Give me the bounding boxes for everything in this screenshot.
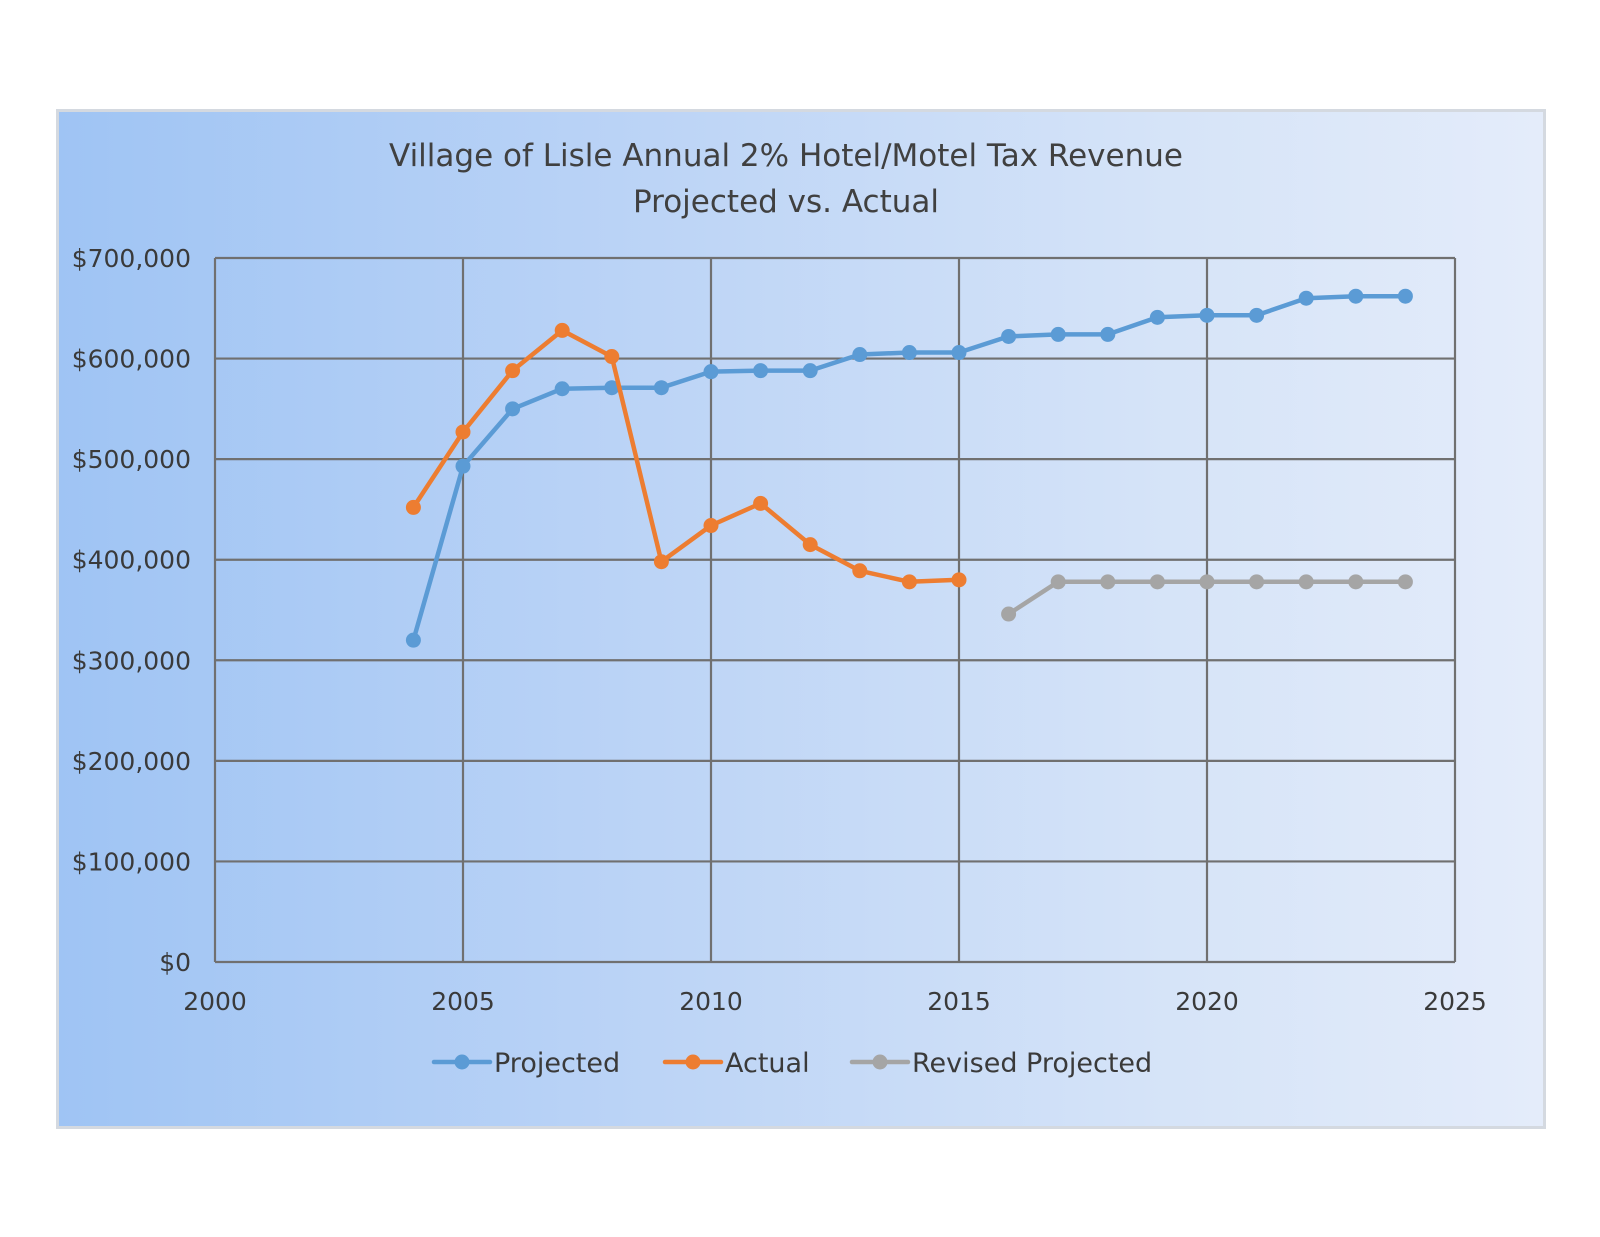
data-point-projected	[604, 380, 620, 396]
chart-svg: Village of Lisle Annual 2% Hotel/Motel T…	[72, 138, 1487, 1079]
data-point-revised-projected	[1149, 574, 1165, 590]
data-point-actual	[505, 363, 521, 379]
y-axis-ticks: $0 $100,000 $200,000 $300,000 $400,000 $500,0…	[72, 244, 191, 977]
x-axis-ticks: 2000 2005 2010 2015 2020 2025	[183, 987, 1487, 1016]
data-point-projected	[1249, 307, 1265, 323]
data-point-actual	[455, 424, 471, 440]
x-tick-label: 2010	[679, 987, 743, 1016]
data-point-projected	[1001, 328, 1017, 344]
y-tick-label: $500,000	[72, 445, 191, 474]
y-tick-label: $0	[159, 948, 191, 977]
y-tick-label: $400,000	[72, 546, 191, 575]
data-point-projected	[653, 380, 669, 396]
data-point-projected	[1050, 326, 1066, 342]
data-point-actual	[405, 499, 421, 515]
legend-label-actual: Actual	[725, 1048, 810, 1079]
data-point-projected	[802, 363, 818, 379]
data-point-projected	[703, 364, 719, 380]
data-point-actual	[753, 495, 769, 511]
data-point-revised-projected	[1100, 574, 1116, 590]
data-point-projected	[1199, 307, 1215, 323]
legend: Projected Actual Revised Projected	[431, 1048, 1152, 1079]
series-line-actual	[411, 328, 962, 585]
legend-marker-revised-projected	[872, 1054, 888, 1070]
data-point-projected	[753, 363, 769, 379]
y-tick-label: $600,000	[72, 345, 191, 374]
legend-marker-projected	[454, 1054, 470, 1070]
chart-panel: Village of Lisle Annual 2% Hotel/Motel T…	[56, 109, 1546, 1129]
legend-label-revised-projected: Revised Projected	[912, 1048, 1152, 1079]
data-point-projected	[852, 347, 868, 363]
x-tick-label: 2005	[431, 987, 495, 1016]
data-point-actual	[554, 322, 570, 338]
data-point-projected	[455, 458, 471, 474]
x-tick-label: 2020	[1175, 987, 1239, 1016]
data-point-revised-projected	[1249, 574, 1265, 590]
y-tick-label: $100,000	[72, 847, 191, 876]
data-point-actual	[901, 574, 917, 590]
data-point-actual	[703, 518, 719, 534]
data-point-actual	[852, 563, 868, 579]
series-group	[405, 288, 1413, 648]
y-tick-label: $200,000	[72, 747, 191, 776]
data-point-revised-projected	[1348, 574, 1364, 590]
data-point-projected	[1149, 309, 1165, 325]
x-tick-label: 2000	[183, 987, 247, 1016]
data-point-revised-projected	[1199, 574, 1215, 590]
data-point-projected	[901, 345, 917, 361]
data-point-projected	[405, 632, 421, 648]
data-point-projected	[1298, 290, 1314, 306]
chart-title: Village of Lisle Annual 2% Hotel/Motel T…	[389, 138, 1183, 174]
data-point-actual	[653, 554, 669, 570]
legend-label-projected: Projected	[494, 1048, 620, 1079]
y-tick-label: $700,000	[72, 244, 191, 273]
data-point-revised-projected	[1050, 574, 1066, 590]
data-point-actual	[951, 572, 967, 588]
chart-subtitle: Projected vs. Actual	[633, 184, 939, 220]
data-point-projected	[1348, 288, 1364, 304]
data-point-projected	[505, 401, 521, 417]
data-point-projected	[1397, 288, 1413, 304]
data-point-projected	[554, 381, 570, 397]
x-tick-label: 2025	[1423, 987, 1487, 1016]
x-tick-label: 2015	[927, 987, 991, 1016]
data-point-revised-projected	[1298, 574, 1314, 590]
data-point-projected	[1100, 326, 1116, 342]
y-tick-label: $300,000	[72, 646, 191, 675]
data-point-revised-projected	[1397, 574, 1413, 590]
data-point-actual	[604, 349, 620, 365]
data-point-revised-projected	[1001, 606, 1017, 622]
data-point-projected	[951, 345, 967, 361]
legend-marker-actual	[685, 1054, 701, 1070]
data-point-actual	[802, 537, 818, 553]
